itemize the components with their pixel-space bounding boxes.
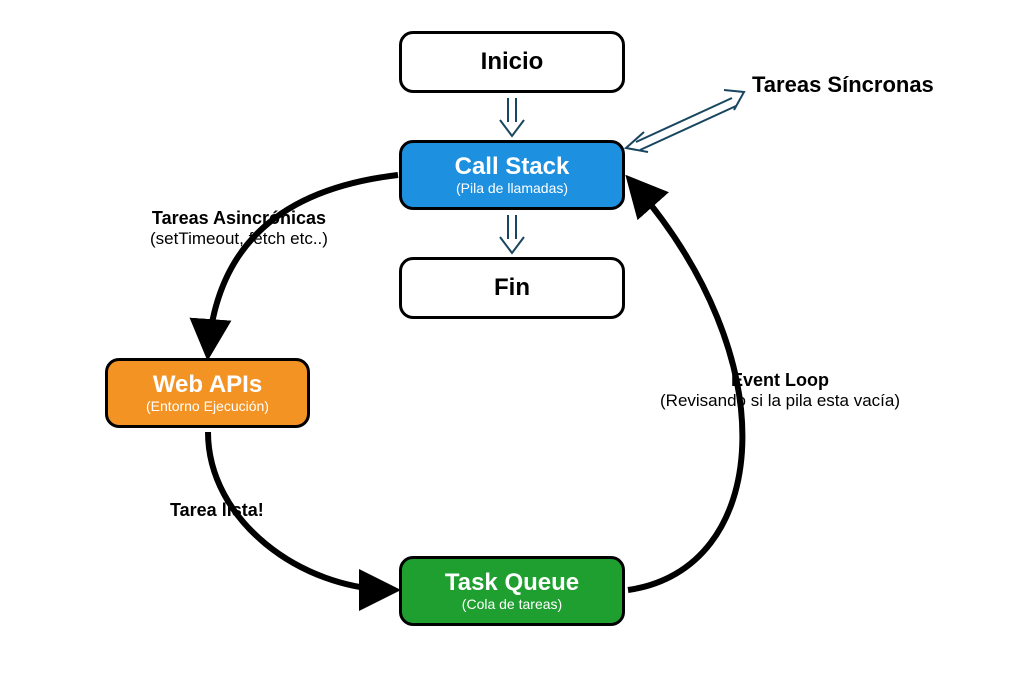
- node-callstack: Call Stack (Pila de llamadas): [399, 140, 625, 210]
- node-fin-title: Fin: [494, 275, 530, 301]
- node-webapis-title: Web APIs: [153, 372, 262, 398]
- label-async-line1: Tareas Asincrónicas: [150, 208, 328, 229]
- label-async-line2: (setTimeout, fetch etc..): [150, 229, 328, 249]
- node-webapis-subtitle: (Entorno Ejecución): [146, 399, 269, 414]
- label-sync-line1: Tareas Síncronas: [752, 72, 934, 98]
- node-taskqueue: Task Queue (Cola de tareas): [399, 556, 625, 626]
- label-async-tasks: Tareas Asincrónicas (setTimeout, fetch e…: [150, 208, 328, 249]
- edge-callstack-to-sync: [626, 90, 744, 152]
- node-callstack-title: Call Stack: [455, 154, 570, 180]
- edge-callstack-to-fin: [500, 215, 524, 253]
- label-sync-tasks: Tareas Síncronas: [752, 72, 934, 98]
- label-eventloop-line1: Event Loop: [660, 370, 900, 391]
- node-fin: Fin: [399, 257, 625, 319]
- label-task-ready: Tarea lista!: [170, 500, 264, 521]
- edge-callstack-to-webapis: [208, 175, 398, 354]
- node-inicio: Inicio: [399, 31, 625, 93]
- node-callstack-subtitle: (Pila de llamadas): [456, 181, 568, 196]
- node-webapis: Web APIs (Entorno Ejecución): [105, 358, 310, 428]
- label-ready-line1: Tarea lista!: [170, 500, 264, 521]
- label-event-loop: Event Loop (Revisando si la pila esta va…: [660, 370, 900, 411]
- node-inicio-title: Inicio: [481, 49, 544, 75]
- node-taskqueue-subtitle: (Cola de tareas): [462, 597, 562, 612]
- edge-inicio-to-callstack: [500, 98, 524, 136]
- label-eventloop-line2: (Revisando si la pila esta vacía): [660, 391, 900, 411]
- node-taskqueue-title: Task Queue: [445, 570, 579, 596]
